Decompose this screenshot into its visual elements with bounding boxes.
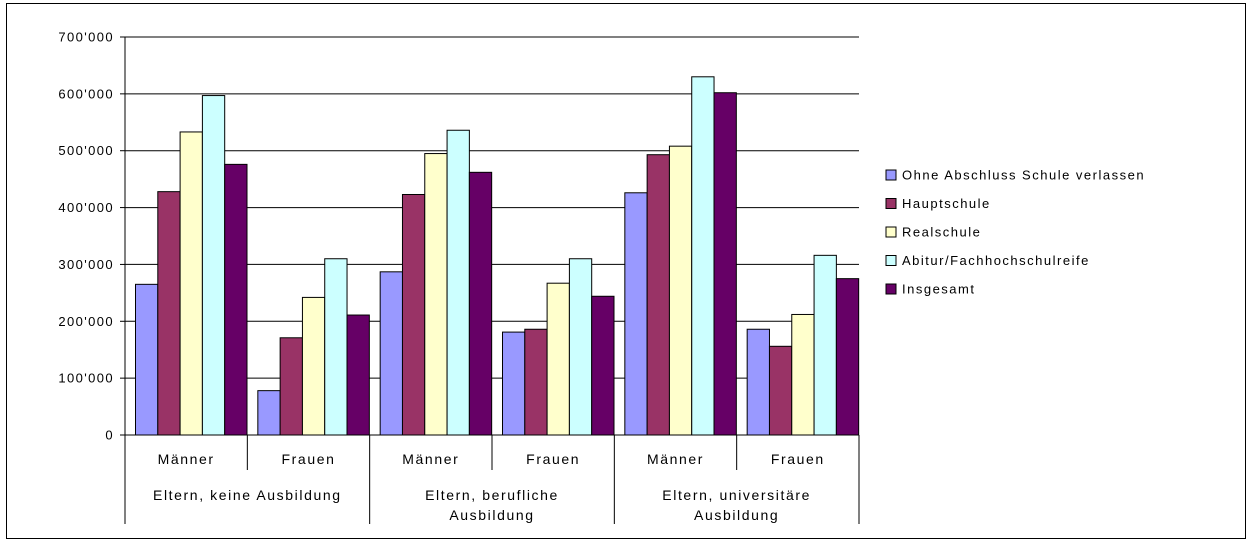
legend-label: Hauptschule — [902, 196, 991, 211]
x-group-label: Eltern, keine Ausbildung — [153, 487, 342, 503]
bar — [201, 95, 226, 436]
x-category-label: Frauen — [771, 451, 825, 467]
y-tick-label: 600'000 — [58, 86, 114, 101]
x-axis-category-labels: Männer Frauen Männer Frauen Männer Frauen Elte… — [153, 451, 825, 523]
bar — [791, 313, 815, 436]
bar — [524, 328, 548, 436]
bar — [379, 271, 403, 436]
legend: Ohne Abschluss Schule verlassen Hauptschu… — [885, 168, 1145, 297]
y-tick-label: 200'000 — [58, 314, 114, 329]
y-tick-label: 400'000 — [58, 200, 114, 215]
x-category-label: Frauen — [526, 451, 580, 467]
legend-swatch — [885, 226, 897, 238]
chart-frame: 0 100'000 200'000 300'000 400'000 500'000 600'… — [6, 3, 1246, 539]
x-category-label: Männer — [158, 451, 215, 467]
x-category-label: Frauen — [282, 451, 336, 467]
bar — [668, 145, 693, 436]
legend-label: Abitur/Fachhochschulreife — [902, 253, 1090, 268]
legend-swatch — [885, 283, 897, 295]
bar — [835, 278, 860, 436]
bar — [179, 131, 203, 436]
bar — [768, 345, 793, 436]
bar — [346, 314, 370, 436]
bar — [713, 92, 737, 436]
bar — [813, 254, 837, 436]
legend-label: Ohne Abschluss Schule verlassen — [902, 168, 1145, 183]
x-category-label: Männer — [647, 451, 704, 467]
bar — [691, 76, 715, 436]
bars — [135, 76, 860, 436]
bar-chart: 0 100'000 200'000 300'000 400'000 500'000 600'… — [58, 30, 1145, 524]
bar — [324, 258, 348, 436]
bar — [224, 163, 248, 436]
legend-swatch — [885, 198, 897, 209]
y-axis-tick-labels: 0 100'000 200'000 300'000 400'000 500'000 600'… — [58, 30, 114, 443]
bar — [401, 193, 426, 436]
bar — [301, 296, 326, 436]
legend-swatch — [885, 255, 897, 266]
bar — [446, 129, 470, 436]
x-category-label: Männer — [402, 451, 459, 467]
bar — [546, 282, 570, 436]
bar — [624, 192, 648, 436]
bar — [157, 191, 181, 436]
legend-label: Realschule — [902, 225, 981, 240]
y-tick-label: 100'000 — [58, 371, 114, 386]
x-group-label: Eltern, universitäre — [662, 487, 811, 503]
x-group-label: Ausbildung — [449, 507, 534, 523]
axes — [120, 36, 860, 524]
y-tick-label: 500'000 — [58, 143, 114, 158]
bar — [468, 171, 493, 436]
bar — [257, 390, 281, 436]
y-tick-label: 0 — [105, 428, 114, 443]
bar — [591, 295, 615, 436]
bar — [502, 331, 526, 436]
bar — [746, 328, 770, 436]
legend-label: Insgesamt — [902, 282, 975, 297]
y-tick-label: 300'000 — [58, 257, 114, 272]
x-group-label: Eltern, berufliche — [425, 487, 559, 503]
x-group-label: Ausbildung — [694, 507, 779, 523]
bar — [279, 337, 303, 436]
y-tick-label: 700'000 — [58, 30, 114, 45]
bar — [424, 153, 448, 436]
bar — [135, 283, 159, 436]
bar — [568, 258, 593, 436]
bar — [646, 154, 670, 436]
legend-swatch — [885, 169, 897, 181]
